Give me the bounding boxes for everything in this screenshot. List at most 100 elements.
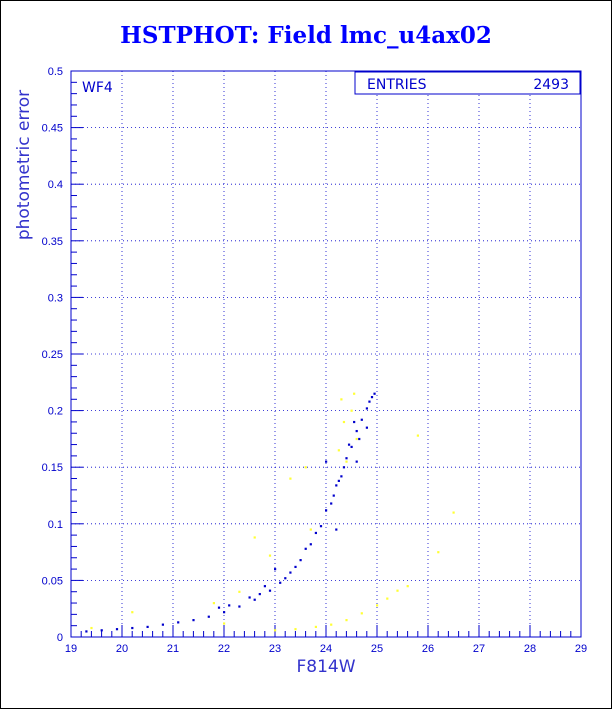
data-point — [370, 396, 374, 399]
y-tick-label: 0.1 — [48, 519, 63, 531]
y-tick-label: 0.4 — [48, 179, 63, 191]
data-point — [284, 577, 287, 580]
data-point — [161, 623, 164, 626]
data-point — [325, 509, 328, 512]
y-tick-label: 0.15 — [42, 462, 63, 474]
data-point — [360, 612, 363, 615]
data-point — [345, 457, 348, 460]
data-point — [294, 628, 297, 631]
data-point — [345, 460, 348, 463]
data-point — [258, 592, 261, 596]
x-tick-label: 19 — [65, 643, 77, 655]
x-tick-label: 29 — [575, 643, 587, 655]
x-tick-label: 28 — [524, 643, 536, 655]
y-tick-label: 0.45 — [42, 123, 63, 135]
data-point — [274, 629, 277, 632]
data-point — [207, 615, 210, 618]
x-tick-label: 27 — [473, 643, 485, 655]
data-point — [309, 543, 312, 546]
data-point — [289, 571, 292, 574]
data-point — [437, 551, 440, 554]
data-point — [289, 477, 292, 480]
data-series — [85, 392, 455, 633]
data-point — [319, 525, 323, 528]
data-point — [330, 502, 333, 505]
y-tick-label: 0.25 — [42, 349, 63, 361]
data-point — [263, 585, 266, 588]
y-tick-label: 0.35 — [42, 236, 63, 248]
data-point — [365, 426, 368, 429]
data-point — [253, 598, 256, 601]
data-point — [360, 418, 363, 421]
data-point — [345, 619, 348, 622]
data-point — [350, 445, 353, 449]
data-point — [294, 565, 297, 569]
data-point — [353, 392, 356, 395]
data-point — [314, 531, 317, 535]
data-point — [337, 479, 340, 482]
data-point — [368, 400, 371, 403]
data-point — [340, 398, 343, 401]
x-tick-label: 20 — [116, 643, 128, 655]
y-axis-title: photometric error — [14, 90, 34, 240]
y-tick-label: 0.3 — [48, 292, 63, 304]
data-point — [268, 554, 272, 557]
data-point — [274, 568, 277, 571]
data-point — [314, 625, 317, 629]
x-tick-label: 26 — [422, 643, 434, 655]
panel-label: WF4 — [82, 80, 113, 96]
data-point — [279, 581, 282, 584]
data-point — [177, 621, 180, 624]
data-point — [131, 611, 134, 614]
x-tick-label: 25 — [371, 643, 383, 655]
stats-box — [354, 71, 581, 95]
y-tick-label: 0 — [57, 632, 63, 644]
data-point — [223, 622, 226, 625]
data-point — [100, 629, 103, 632]
data-point — [406, 585, 409, 588]
data-point — [217, 606, 221, 609]
data-point — [85, 630, 88, 633]
data-point — [146, 625, 149, 629]
data-point — [325, 460, 328, 463]
data-point — [353, 420, 356, 424]
data-point — [212, 602, 215, 605]
data-point — [355, 437, 358, 441]
data-point — [115, 628, 119, 631]
data-point — [309, 528, 312, 531]
data-point — [330, 623, 333, 626]
data-point — [365, 407, 368, 410]
data-point — [335, 484, 338, 487]
data-point — [299, 559, 302, 562]
data-point — [332, 494, 335, 497]
series-1 — [90, 392, 455, 632]
data-point — [228, 604, 231, 607]
data-point — [350, 409, 353, 412]
x-tick-label: 21 — [167, 643, 179, 655]
data-point — [452, 511, 455, 514]
data-point — [223, 611, 226, 614]
data-point — [304, 547, 307, 550]
data-point — [355, 429, 358, 433]
data-point — [268, 589, 272, 592]
data-point — [192, 619, 195, 622]
data-point — [347, 443, 351, 446]
axis-ticks: 19 20 21 22 23 24 25 26 27 28 29 0 0.05 0.1 0.15 0.2 0.2… — [42, 66, 588, 655]
data-point — [376, 604, 379, 607]
data-point — [238, 590, 241, 593]
data-point — [253, 536, 256, 539]
data-point — [340, 475, 343, 478]
series-0 — [85, 392, 376, 633]
data-point — [342, 420, 346, 424]
data-point — [131, 626, 134, 630]
data-point — [386, 597, 389, 600]
data-point — [337, 449, 340, 452]
y-tick-label: 0.05 — [42, 575, 63, 587]
data-point — [373, 392, 376, 395]
stats-box-label: ENTRIES — [367, 77, 427, 93]
data-point — [248, 596, 251, 599]
data-point — [342, 466, 346, 469]
x-tick-label: 24 — [320, 643, 332, 655]
stats-box-value: 2493 — [533, 77, 569, 93]
